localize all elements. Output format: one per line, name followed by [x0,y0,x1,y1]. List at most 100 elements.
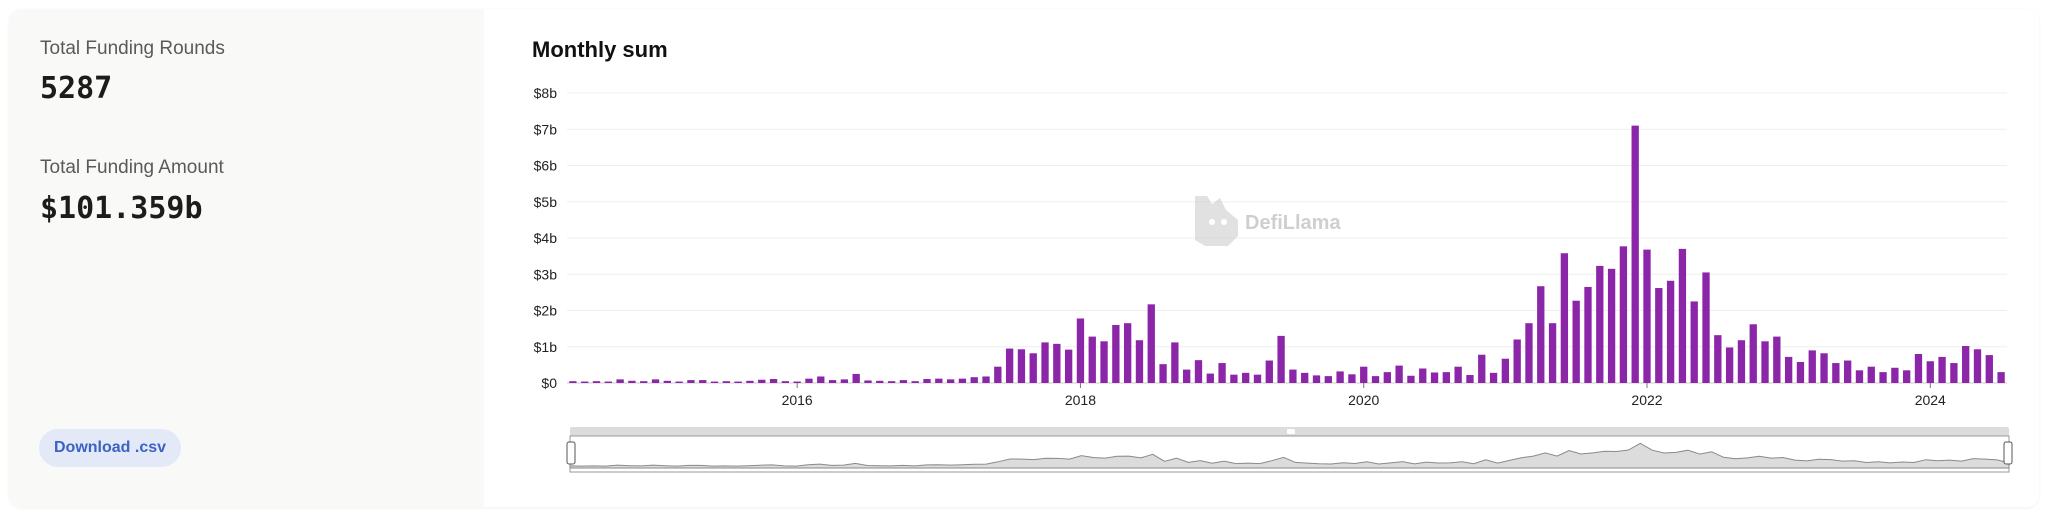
bar[interactable] [746,380,754,383]
bar[interactable] [1950,363,1958,383]
bar[interactable] [734,381,742,383]
bar[interactable] [1525,323,1533,383]
bar[interactable] [1419,368,1427,384]
bar[interactable] [805,378,813,383]
bar[interactable] [1183,369,1191,383]
bar[interactable] [1820,353,1828,383]
bar[interactable] [1572,300,1580,383]
bar[interactable] [651,379,660,383]
bar[interactable] [663,380,671,383]
bar[interactable] [1879,372,1887,383]
bar[interactable] [1714,335,1722,383]
bar[interactable] [1690,301,1698,383]
bar[interactable] [628,380,636,383]
bar[interactable] [1454,366,1462,383]
bar[interactable] [1655,288,1663,383]
bar[interactable] [1076,318,1085,383]
bar[interactable] [781,381,790,383]
bar[interactable] [1725,347,1734,383]
bar[interactable] [1784,356,1793,383]
bar[interactable] [958,378,967,383]
bar[interactable] [1383,372,1391,383]
bar[interactable] [1643,249,1651,383]
bar[interactable] [1796,361,1805,383]
bar[interactable] [1702,272,1710,383]
bar[interactable] [1489,372,1498,383]
bar[interactable] [1123,323,1132,383]
bar[interactable] [1808,350,1816,383]
bar[interactable] [1336,371,1344,383]
zoom-slider-grip[interactable] [1287,429,1295,434]
bar[interactable] [1324,376,1332,383]
bar[interactable] [994,366,1002,383]
bar[interactable] [675,381,683,383]
download-csv-button[interactable]: Download .csv [39,429,182,467]
bar[interactable] [1041,342,1049,383]
bar[interactable] [1478,354,1486,383]
bar[interactable] [1348,374,1356,383]
bar[interactable] [1584,286,1592,383]
bar[interactable] [1737,340,1746,383]
bar[interactable] [1442,372,1451,383]
bar[interactable] [1312,375,1321,383]
bar[interactable] [640,381,648,383]
bar[interactable] [1619,246,1628,383]
bar[interactable] [1985,355,1993,383]
zoom-handle-right[interactable] [2003,441,2013,465]
bar[interactable] [970,377,978,383]
bar[interactable] [1926,361,1934,383]
bar[interactable] [1053,343,1061,383]
data-zoom-slider[interactable] [566,427,2013,473]
bar[interactable] [852,373,860,383]
bar[interactable] [982,376,990,383]
bar[interactable] [1843,360,1852,383]
bar[interactable] [1548,323,1557,383]
bar[interactable] [828,380,837,383]
bar[interactable] [616,379,624,383]
bar[interactable] [1867,366,1875,383]
bar[interactable] [1242,372,1250,383]
bar[interactable] [1194,360,1203,383]
bar[interactable] [1206,373,1214,383]
bar[interactable] [1914,354,1923,383]
bar[interactable] [911,381,919,383]
bar[interactable] [1938,356,1946,383]
bar[interactable] [758,379,766,383]
bar[interactable] [840,379,849,383]
bar[interactable] [1159,364,1167,383]
bar[interactable] [569,381,577,383]
bar[interactable] [1371,376,1380,383]
bar[interactable] [1761,341,1769,383]
bar[interactable] [1265,360,1273,383]
bar[interactable] [1253,374,1262,383]
bar[interactable] [1501,358,1510,383]
bar[interactable] [722,381,731,383]
bar[interactable] [1218,363,1226,383]
bar[interactable] [1171,342,1179,383]
bar[interactable] [1017,349,1026,383]
bar[interactable] [1855,370,1864,383]
bar[interactable] [1607,268,1616,383]
bar[interactable] [1088,336,1096,383]
bar[interactable] [687,380,695,383]
bar[interactable] [1064,349,1073,383]
bar[interactable] [793,381,801,383]
bar[interactable] [1005,348,1014,383]
bar[interactable] [1678,248,1687,383]
bar[interactable] [1749,324,1757,383]
bar[interactable] [1147,304,1155,383]
bar[interactable] [887,381,896,383]
bar[interactable] [604,381,612,383]
bar[interactable] [710,381,719,383]
bar[interactable] [592,381,601,383]
bar[interactable] [1513,339,1521,384]
zoom-handle-left[interactable] [566,441,576,465]
bar[interactable] [1560,253,1569,383]
bar[interactable] [876,380,884,383]
bar[interactable] [1596,265,1604,383]
bar[interactable] [769,379,778,383]
bar[interactable] [1100,341,1108,383]
bar[interactable] [1135,340,1144,383]
bar[interactable] [1301,372,1309,383]
bar[interactable] [935,378,943,383]
